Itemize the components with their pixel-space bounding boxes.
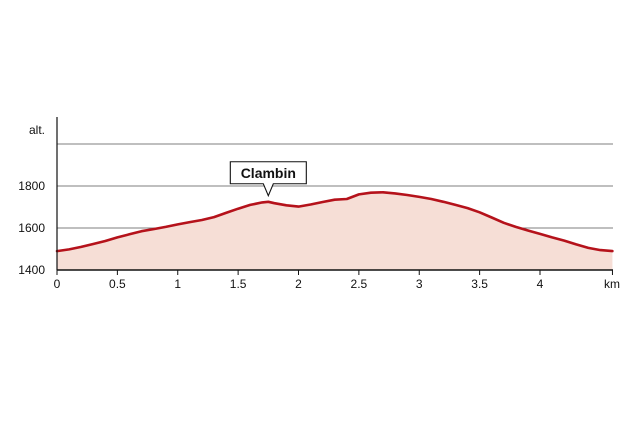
y-axis-label: alt. (29, 123, 45, 137)
annotation-callout-box (229, 161, 307, 198)
x-tick-label: 3 (416, 277, 423, 291)
x-tick-label: 4 (537, 277, 544, 291)
elevation-profile-line (55, 191, 614, 253)
y-tick-label: 1400 (18, 263, 45, 277)
annotation-label: Clambin (241, 165, 296, 181)
area-layer (55, 191, 614, 270)
x-tick-label: 0 (54, 277, 61, 291)
x-axis-label: km (604, 277, 620, 291)
x-tick-label: 2.5 (351, 277, 368, 291)
elevation-area-fill (57, 192, 613, 270)
axis-layer (56, 117, 613, 275)
x-tick-label: 3.5 (471, 277, 488, 291)
x-tick-label: 2 (295, 277, 302, 291)
y-tick-label: 1800 (18, 179, 45, 193)
y-tick-label: 1600 (18, 221, 45, 235)
x-tick-label: 1 (174, 277, 181, 291)
annotation-layer: Clambin (229, 161, 307, 198)
label-layer: 0 0.5 1 1.5 2 2.5 3 3.5 4 km 1400 1600 1800 alt. (18, 123, 620, 291)
x-tick-label: 1.5 (230, 277, 247, 291)
x-tick-label: 0.5 (109, 277, 126, 291)
